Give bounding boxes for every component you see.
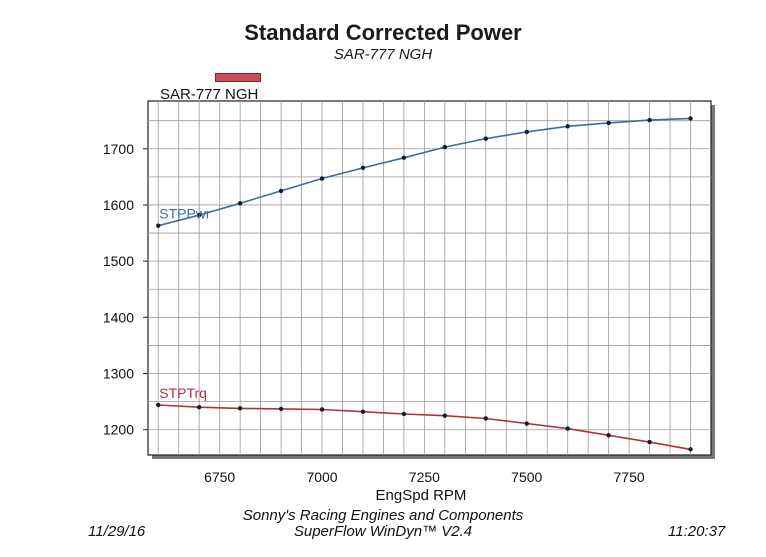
data-point-stptrq xyxy=(524,421,529,426)
x-tick-label: 7000 xyxy=(306,469,337,485)
data-point-stptrq xyxy=(278,406,284,412)
data-point-stppwr xyxy=(156,223,161,228)
data-point-stptrq xyxy=(360,409,366,414)
series-label-stppwr: STPPwr xyxy=(159,206,211,222)
x-tick-label: 6750 xyxy=(204,469,235,485)
footer-date: 11/29/16 xyxy=(88,523,146,540)
x-axis-label: EngSpd RPM xyxy=(376,487,467,504)
footer-time: 11:20:37 xyxy=(668,523,726,540)
data-point-stptrq xyxy=(237,406,243,411)
x-tick-label: 7750 xyxy=(614,469,645,485)
grid-lines xyxy=(148,101,711,455)
chart-title: Standard Corrected Power xyxy=(244,20,522,45)
data-point-stppwr xyxy=(360,165,366,171)
y-tick-label: 1600 xyxy=(103,197,134,213)
y-tick-label: 1700 xyxy=(103,141,134,157)
data-point-stppwr xyxy=(483,136,488,141)
y-tick-label: 1300 xyxy=(103,366,134,382)
series-line-stppwr xyxy=(157,117,691,227)
y-tick-label: 1500 xyxy=(103,253,134,269)
y-tick-label: 1400 xyxy=(103,309,134,325)
series-line-stptrq xyxy=(158,404,691,451)
plot-frame xyxy=(147,100,715,459)
x-tick-label: 7500 xyxy=(511,469,542,485)
data-point-stppwr xyxy=(688,116,693,121)
data-point-stptrq xyxy=(319,407,325,412)
x-tick-labels: 6750 7000 7250 7500 7750 xyxy=(204,469,645,485)
legend-label: SAR-777 NGH xyxy=(160,86,259,103)
data-point-stptrq xyxy=(688,447,693,452)
legend-swatch xyxy=(215,73,261,82)
data-point-stptrq xyxy=(565,426,570,431)
y-tick-labels: 1200 1300 1400 1500 1600 1700 xyxy=(103,141,148,438)
series-label-stptrq: STPTrq xyxy=(159,385,207,401)
data-point-stptrq xyxy=(196,405,202,410)
data-point-stppwr xyxy=(524,129,529,135)
footer-software: SuperFlow WinDyn™ V2.4 xyxy=(293,523,473,540)
data-point-stptrq xyxy=(647,439,652,445)
data-point-stppwr xyxy=(606,120,611,126)
data-point-stppwr xyxy=(565,124,570,129)
data-point-stptrq xyxy=(442,413,448,418)
data-point-stptrq xyxy=(156,402,161,408)
x-tick-label: 7250 xyxy=(409,469,440,485)
chart-subtitle: SAR-777 NGH xyxy=(333,46,433,63)
plot-area xyxy=(147,100,712,456)
data-point-stppwr xyxy=(196,212,202,218)
data-point-stppwr xyxy=(442,144,448,150)
data-point-stppwr xyxy=(237,201,243,206)
footer-company: Sonny's Racing Engines and Components xyxy=(242,507,524,524)
data-point-stptrq xyxy=(606,433,611,438)
data-point-stppwr xyxy=(278,188,284,194)
y-tick-label: 1200 xyxy=(103,422,134,438)
data-point-stppwr xyxy=(647,117,652,123)
data-point-stppwr xyxy=(319,176,325,181)
series-lines: STPPwr STPTrq xyxy=(156,116,693,452)
data-point-stptrq xyxy=(401,411,407,417)
data-point-stptrq xyxy=(483,416,488,421)
data-point-stppwr xyxy=(401,155,407,160)
